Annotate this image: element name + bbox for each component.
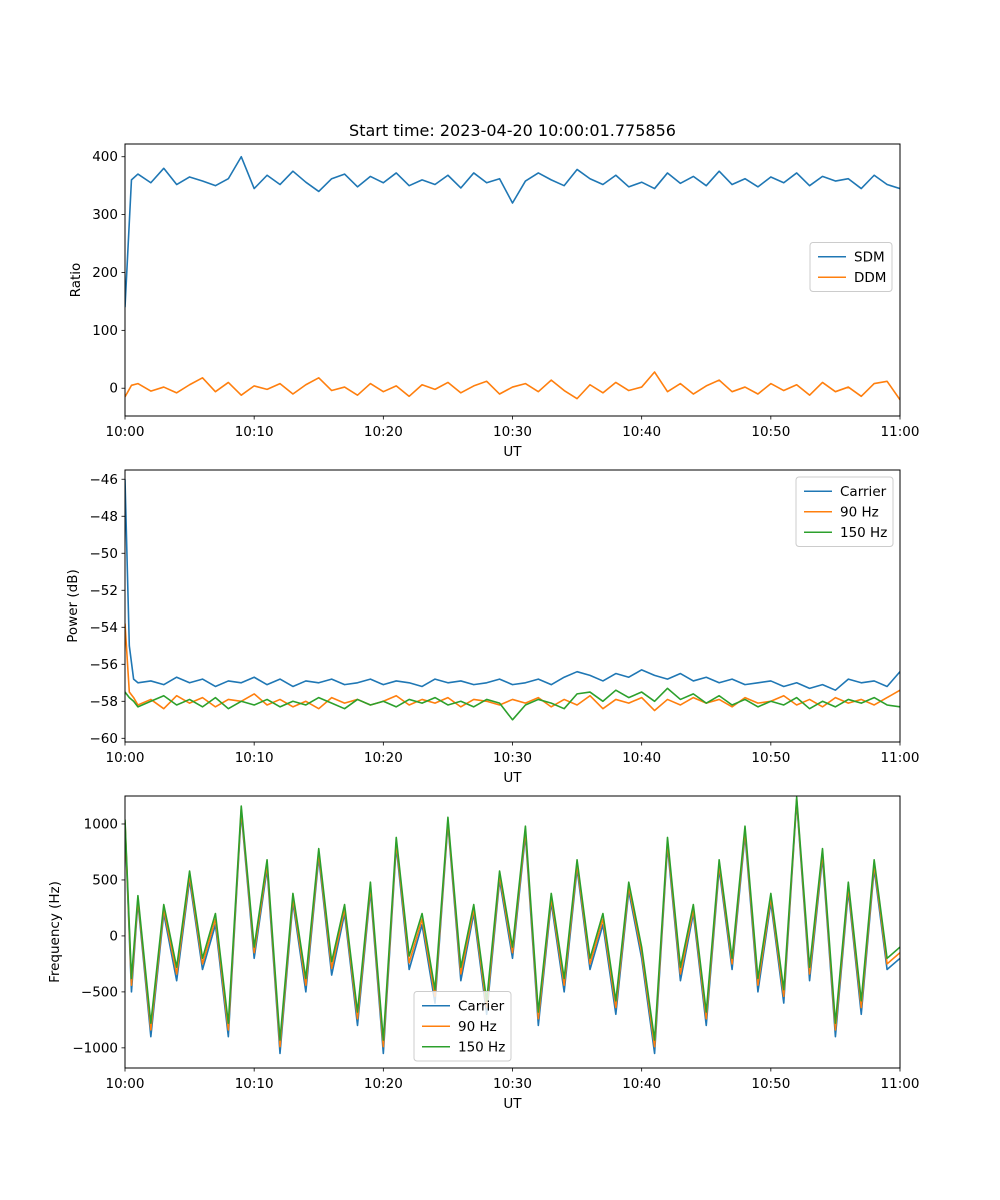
y-tick-label: 500 <box>92 872 118 888</box>
x-tick-label: 10:30 <box>493 1076 532 1092</box>
series-line-sdm <box>125 155 900 308</box>
x-tick-label: 10:40 <box>622 750 661 766</box>
series-line-ddm <box>125 371 900 401</box>
legend-entry: 90 Hz <box>840 505 879 521</box>
x-tick-label: 10:10 <box>235 424 274 440</box>
legend: Carrier 90 Hz 150 Hz <box>413 991 512 1062</box>
x-axis-label: UT <box>503 444 522 460</box>
x-tick-label: 11:00 <box>881 750 920 766</box>
x-tick-label: 10:00 <box>106 424 145 440</box>
y-tick-label: −1000 <box>72 1040 118 1056</box>
x-tick-label: 10:40 <box>622 1076 661 1092</box>
x-axis-ticks: 10:00 10:10 10:20 10:30 10:40 10:50 11:00 <box>106 742 920 766</box>
legend-box <box>809 242 893 292</box>
x-tick-label: 10:40 <box>622 424 661 440</box>
y-tick-label: 300 <box>92 207 118 223</box>
legend-entry: SDM <box>854 250 885 266</box>
y-tick-label: −48 <box>90 509 119 525</box>
power-panel: −60 −58 −56 −54 −52 −50 −48 −46 10:00 10:10 10:20… <box>65 469 920 786</box>
y-tick-label: 100 <box>92 323 118 339</box>
y-axis-label: Ratio <box>68 263 84 298</box>
x-axis-ticks: 10:00 10:10 10:20 10:30 10:40 10:50 11:00 <box>106 416 920 440</box>
x-tick-label: 10:00 <box>106 750 145 766</box>
y-tick-label: 200 <box>92 265 118 281</box>
legend-box <box>413 991 512 1062</box>
series-layer <box>125 796 900 1055</box>
x-tick-label: 10:20 <box>364 1076 403 1092</box>
y-tick-label: −46 <box>90 472 119 488</box>
y-tick-label: −500 <box>81 984 118 1000</box>
y-axis-ticks: 0 100 200 300 400 <box>92 149 125 397</box>
x-tick-label: 10:50 <box>751 424 790 440</box>
series-layer <box>125 479 900 721</box>
x-axis-ticks: 10:00 10:10 10:20 10:30 10:40 10:50 11:00 <box>106 1068 920 1092</box>
series-layer <box>125 155 900 401</box>
series-line-150-hz <box>125 796 900 1041</box>
x-tick-label: 10:50 <box>751 1076 790 1092</box>
ratio-panel: Start time: 2023-04-20 10:00:01.775856 0… <box>68 121 919 460</box>
y-tick-label: 0 <box>109 381 118 397</box>
legend-entry: 90 Hz <box>458 1019 497 1035</box>
x-tick-label: 10:30 <box>493 424 532 440</box>
x-tick-label: 10:30 <box>493 750 532 766</box>
axes-frame <box>124 469 901 743</box>
x-tick-label: 10:00 <box>106 1076 145 1092</box>
y-tick-label: −52 <box>90 583 119 599</box>
legend-entry: DDM <box>854 270 886 286</box>
x-tick-label: 10:20 <box>364 424 403 440</box>
y-tick-label: −50 <box>90 546 119 562</box>
x-tick-label: 10:20 <box>364 750 403 766</box>
axes-frame <box>124 143 901 417</box>
legend-entry: Carrier <box>458 999 505 1015</box>
chart-title: Start time: 2023-04-20 10:00:01.775856 <box>349 121 676 140</box>
legend: Carrier 90 Hz 150 Hz <box>795 476 894 547</box>
y-tick-label: −58 <box>90 694 119 710</box>
x-tick-label: 11:00 <box>881 424 920 440</box>
legend-box <box>795 476 894 547</box>
x-axis-label: UT <box>503 1096 522 1112</box>
y-axis-ticks: −60 −58 −56 −54 −52 −50 −48 −46 <box>90 472 125 747</box>
y-tick-label: 1000 <box>84 816 118 832</box>
series-line-150-hz <box>125 687 900 721</box>
x-tick-label: 10:50 <box>751 750 790 766</box>
series-line-90-hz <box>125 623 900 712</box>
series-line-carrier <box>125 479 900 691</box>
y-tick-label: 400 <box>92 149 118 165</box>
y-tick-label: −56 <box>90 657 119 673</box>
x-tick-label: 10:10 <box>235 750 274 766</box>
axes-frame <box>124 795 901 1069</box>
y-tick-label: 0 <box>109 928 118 944</box>
y-tick-label: −54 <box>90 620 119 636</box>
legend-entry: 150 Hz <box>458 1040 505 1056</box>
y-axis-label: Frequency (Hz) <box>47 881 63 983</box>
x-tick-label: 11:00 <box>881 1076 920 1092</box>
legend-entry: Carrier <box>840 484 887 500</box>
legend-entry: 150 Hz <box>840 525 887 541</box>
x-axis-label: UT <box>503 770 522 786</box>
y-axis-label: Power (dB) <box>65 569 81 642</box>
x-tick-label: 10:10 <box>235 1076 274 1092</box>
y-axis-ticks: −1000 −500 0 500 1000 <box>72 816 125 1056</box>
y-tick-label: −60 <box>90 731 119 747</box>
legend: SDM DDM <box>809 242 893 292</box>
